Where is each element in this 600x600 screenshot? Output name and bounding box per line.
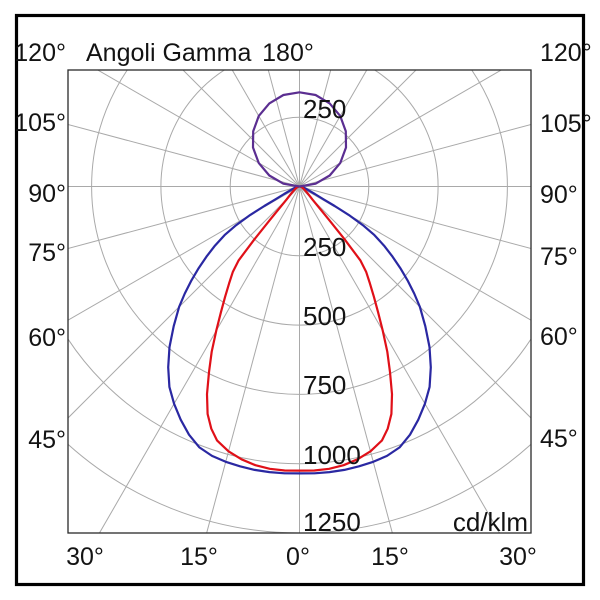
angle-label-left-120: 120° xyxy=(14,39,66,67)
radial-tick-1000: 1000 xyxy=(303,440,361,470)
gamma-ray-30 xyxy=(299,186,500,533)
radial-circle-500 xyxy=(160,70,439,326)
radial-tick-250-upper: 250 xyxy=(303,94,347,124)
angle-label-left-45: 45° xyxy=(28,426,66,454)
radial-tick-750: 750 xyxy=(303,370,347,400)
gamma-ray-315 xyxy=(68,186,300,419)
curve-purple_curve xyxy=(251,91,348,188)
gamma-ray-285 xyxy=(68,186,300,250)
angle-label-right-105: 105° xyxy=(540,110,592,138)
angle-label-top-180: 180° xyxy=(262,39,314,67)
curve-blue_curve xyxy=(167,185,432,475)
gamma-ray-195 xyxy=(267,70,300,187)
radial-tick-1250: 1250 xyxy=(303,507,361,537)
gamma-ray-255 xyxy=(68,123,300,187)
plot-box xyxy=(67,69,532,534)
unit-label: cd/klm xyxy=(452,507,528,537)
angle-label-bottom-0: 0° xyxy=(286,543,310,571)
gamma-ray-345 xyxy=(206,186,300,533)
gamma-ray-240 xyxy=(96,70,300,187)
radial-circle-250 xyxy=(229,116,370,257)
angle-label-right-75: 75° xyxy=(540,243,578,271)
angle-label-bottom-15R: 15° xyxy=(371,543,409,571)
gamma-ray-330 xyxy=(99,186,300,533)
gamma-ray-45 xyxy=(299,186,531,419)
angle-label-right-45: 45° xyxy=(540,425,578,453)
radial-tick-250: 250 xyxy=(303,232,347,262)
outer-frame xyxy=(14,13,586,587)
gamma-ray-210 xyxy=(231,70,300,187)
angle-label-bottom-30L: 30° xyxy=(66,543,104,571)
polar-grid xyxy=(68,70,531,533)
gamma-ray-15 xyxy=(299,186,393,533)
chart-title: Angoli Gamma xyxy=(86,39,252,67)
radial-circle-1000 xyxy=(68,337,531,465)
gamma-ray-120 xyxy=(299,70,503,187)
gamma-ray-165 xyxy=(299,70,332,187)
angle-label-left-75: 75° xyxy=(28,239,66,267)
angle-label-bottom-30R: 30° xyxy=(499,543,537,571)
angle-label-right-120: 120° xyxy=(540,39,592,67)
angle-label-left-60: 60° xyxy=(28,324,66,352)
radial-tick-500: 500 xyxy=(303,301,347,331)
gamma-ray-150 xyxy=(299,70,368,187)
gamma-ray-75 xyxy=(299,186,531,250)
radial-circle-750 xyxy=(91,70,508,395)
angle-label-right-60: 60° xyxy=(540,323,578,351)
angle-label-left-105: 105° xyxy=(14,109,66,137)
angle-label-bottom-15L: 15° xyxy=(180,543,218,571)
angle-label-left-90: 90° xyxy=(28,180,66,208)
curve-red_curve xyxy=(205,185,394,472)
gamma-ray-300 xyxy=(68,186,300,321)
gamma-ray-105 xyxy=(299,123,531,187)
angle-label-right-90: 90° xyxy=(540,181,578,209)
